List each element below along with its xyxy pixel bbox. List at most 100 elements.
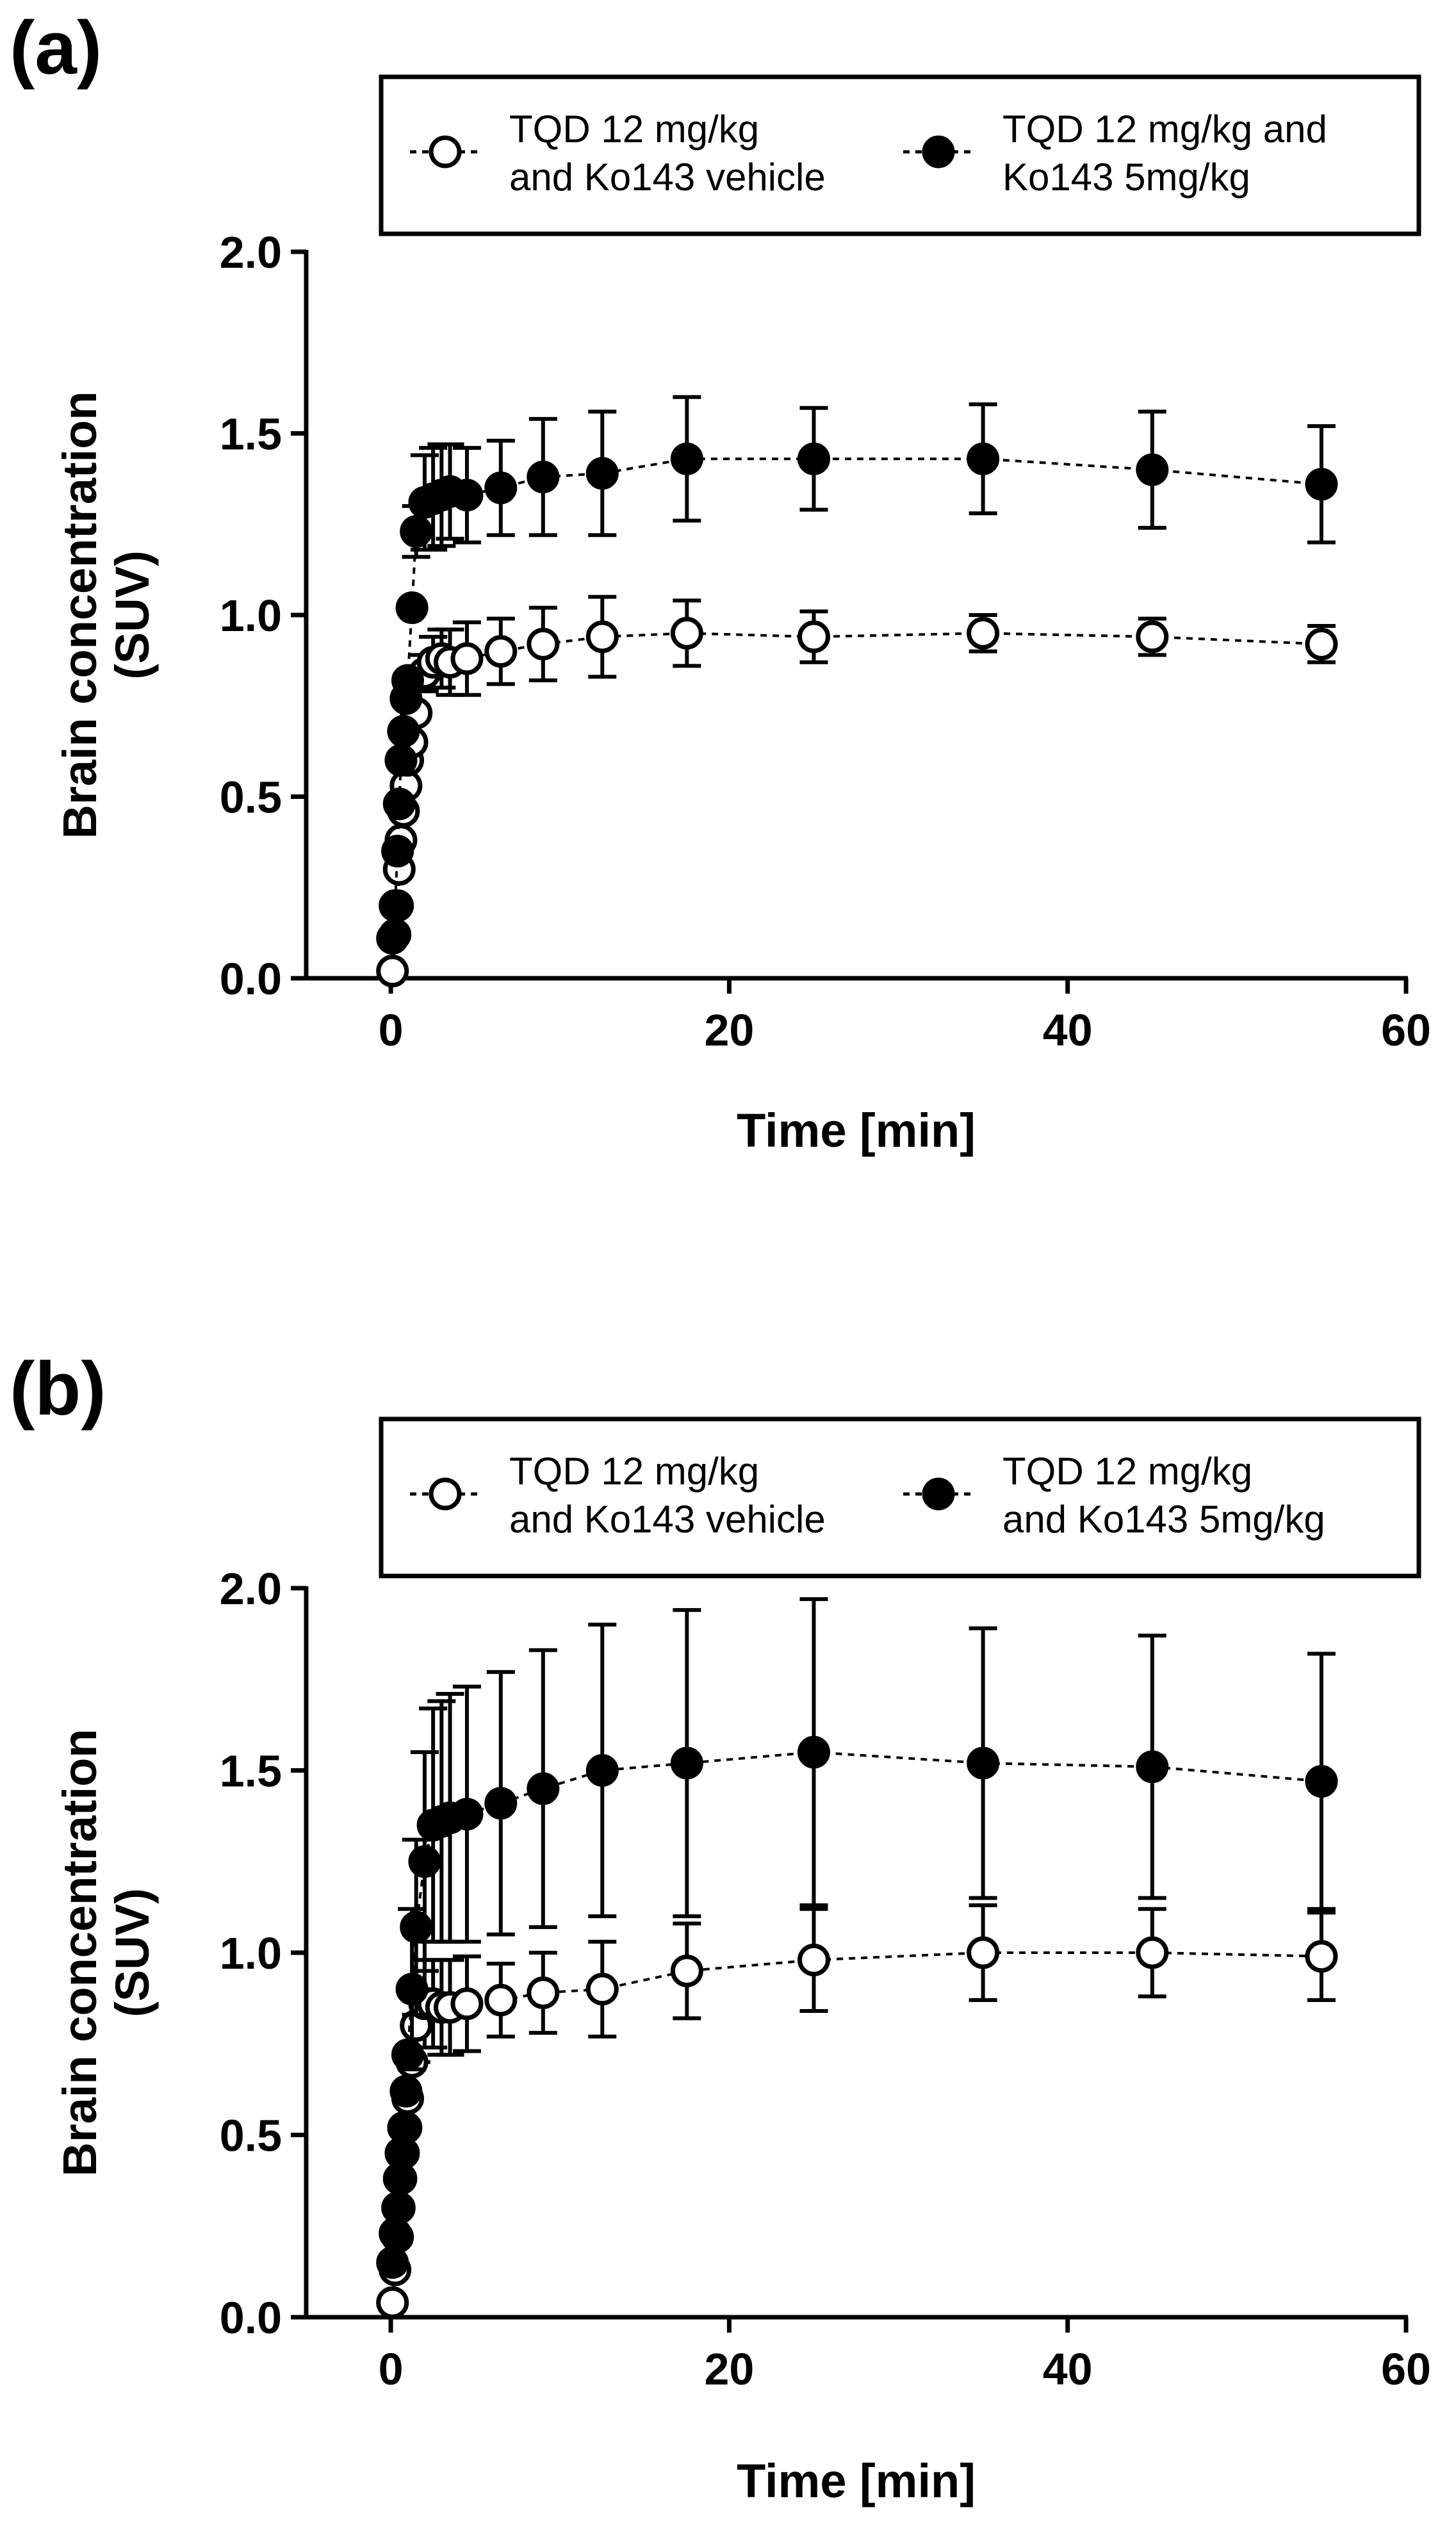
data-point <box>797 442 830 475</box>
data-point <box>670 1954 703 1987</box>
axes: 0.0 0.5 1.0 1.5 2.0 0 20 40 60 <box>220 227 1431 1055</box>
data-point <box>450 1987 484 2021</box>
legend-box <box>379 1416 1421 1579</box>
data-point <box>391 2038 424 2071</box>
data-point <box>967 616 1000 650</box>
data-point <box>585 1973 619 2006</box>
x-tick-label: 20 <box>704 1005 754 1055</box>
data-point <box>450 479 484 512</box>
data-point <box>797 1943 830 1976</box>
x-tick-label: 20 <box>704 2344 754 2394</box>
y-axis-title: Brain concentration <box>53 391 106 839</box>
y-tick-label: 2.0 <box>220 1564 282 1614</box>
axes: 0.0 0.5 1.0 1.5 2.0 0 20 40 60 <box>220 1564 1431 2394</box>
panel-label: (b) <box>10 1347 106 1431</box>
series-vehicle <box>376 595 1338 988</box>
series-line <box>391 1951 1321 2303</box>
legend-label-line2: and Ko143 vehicle <box>509 156 826 199</box>
y-tick-label: 1.0 <box>220 1928 282 1978</box>
data-point <box>585 620 619 653</box>
data-point <box>585 1754 619 1787</box>
data-point <box>376 2246 409 2279</box>
data-point <box>1305 1940 1338 1973</box>
chart-panel-b: (b) TQD 12 mg/kg and Ko143 vehicle TQD 12 m… <box>10 1347 1431 2507</box>
legend-marker-filled <box>922 1477 955 1511</box>
data-point <box>1136 1936 1169 1969</box>
data-point <box>387 714 420 748</box>
y-tick-label: 0.5 <box>220 2111 282 2161</box>
data-point <box>1136 453 1169 486</box>
data-point <box>1305 627 1338 661</box>
data-point <box>484 1983 518 2017</box>
data-point <box>384 744 418 777</box>
data-point <box>797 620 830 653</box>
data-point <box>527 1976 560 2010</box>
x-axis-title: Time [min] <box>737 2454 976 2507</box>
legend-marker-open <box>429 135 462 168</box>
data-point <box>1305 1765 1338 1798</box>
series-ko143 <box>376 1597 1338 2279</box>
series-vehicle <box>376 1903 1338 2319</box>
y-tick-label: 1.5 <box>220 1746 282 1796</box>
data-point <box>1136 1750 1169 1784</box>
panel-label: (a) <box>10 6 102 90</box>
legend-marker-open <box>429 1477 462 1511</box>
x-tick-label: 60 <box>1381 1005 1431 1055</box>
series-ko143 <box>376 395 1338 955</box>
series-line <box>391 1751 1322 2263</box>
y-tick-label: 0.0 <box>220 954 282 1004</box>
x-axis-title: Time [min] <box>737 1104 976 1157</box>
data-point <box>1136 620 1169 653</box>
data-point <box>967 1746 1000 1780</box>
data-point <box>395 1973 429 2006</box>
legend-label-line1: TQD 12 mg/kg <box>509 108 759 151</box>
data-point <box>527 627 560 661</box>
data-point <box>376 955 409 988</box>
data-point <box>400 515 433 548</box>
x-tick-label: 0 <box>379 2344 404 2394</box>
y-tick-label: 1.0 <box>220 591 282 641</box>
data-point <box>484 1787 518 1820</box>
data-point <box>379 889 412 923</box>
data-point <box>484 635 518 668</box>
x-tick-label: 0 <box>379 1005 404 1055</box>
x-tick-label: 40 <box>1043 2344 1093 2394</box>
y-tick-label: 2.0 <box>220 227 282 277</box>
data-point <box>381 835 414 868</box>
x-tick-label: 40 <box>1043 1005 1093 1055</box>
data-point <box>670 616 703 650</box>
legend-label-line2: and Ko143 vehicle <box>509 1498 826 1541</box>
data-point <box>1305 468 1338 501</box>
x-tick-label: 60 <box>1381 2344 1431 2394</box>
data-point <box>527 1772 560 1805</box>
data-point <box>967 442 1000 475</box>
y-axis-title-unit: (SUV) <box>106 550 159 679</box>
data-point <box>967 1936 1000 1969</box>
data-point <box>376 922 409 955</box>
legend-label-line1: TQD 12 mg/kg <box>509 1450 759 1493</box>
series-line <box>391 457 1322 939</box>
data-point <box>391 664 424 697</box>
data-point <box>408 1845 441 1878</box>
y-axis-title: Brain concentration <box>53 1729 106 2177</box>
legend-label-line1: TQD 12 mg/kg <box>1002 1450 1252 1493</box>
y-tick-label: 0.5 <box>220 773 282 823</box>
data-point <box>527 461 560 494</box>
data-point <box>381 2191 414 2224</box>
legend-box <box>379 74 1421 236</box>
y-tick-label: 1.5 <box>220 409 282 459</box>
y-tick-label: 0.0 <box>220 2293 282 2343</box>
y-axis-title-unit: (SUV) <box>106 1888 159 2017</box>
data-point <box>376 2286 409 2319</box>
data-point <box>450 642 484 675</box>
data-point <box>484 472 518 505</box>
data-point <box>797 1736 830 1769</box>
legend-label-line2: and Ko143 5mg/kg <box>1002 1498 1325 1541</box>
series-line <box>391 632 1322 971</box>
legend: TQD 12 mg/kg and Ko143 vehicle TQD 12 mg/k… <box>379 74 1421 236</box>
data-point <box>389 2074 423 2108</box>
legend-marker-filled <box>922 135 955 168</box>
data-point <box>450 1798 484 1831</box>
